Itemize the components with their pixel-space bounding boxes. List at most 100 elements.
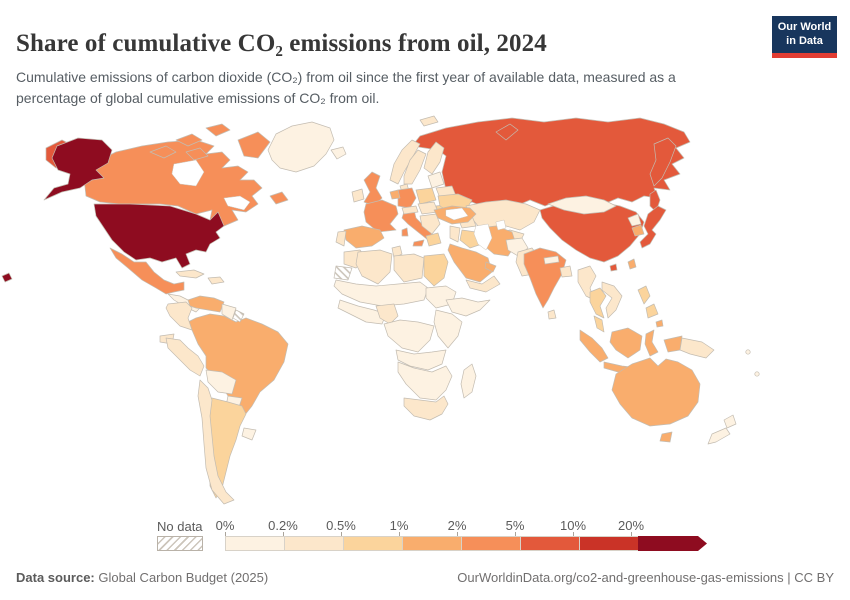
country-tunisia[interactable]: Tunisia: 0.2–0.5% [391, 245, 403, 259]
region-benelux[interactable]: Netherlands & Belgium: 1–2% [389, 189, 401, 200]
country-greece[interactable]: Greece: 0.5–1% [425, 232, 442, 247]
region-east-africa[interactable]: East Africa: 0–0.2% [433, 309, 463, 349]
country-iceland[interactable]: Iceland: 0–0.2% [330, 146, 347, 160]
country-kazakhstan[interactable]: Kazakhstan: 0.2–0.5% [465, 199, 541, 233]
country-new-zealand-north[interactable]: New Zealand: 0–0.2% [723, 414, 737, 429]
region-pacific-island-1[interactable]: Pacific islands: 0–0.2% [745, 349, 751, 355]
country-thailand[interactable]: Thailand: 0.5–1% [589, 287, 607, 319]
country-australia[interactable]: Australia: 1–2% [611, 357, 701, 427]
country-chile[interactable]: Chile: 0.2–0.5% [197, 379, 235, 505]
region-alpine[interactable]: Switzerland & Austria: 0.2–0.5% [401, 205, 419, 215]
country-papua-new-guinea[interactable]: Papua New Guinea: 0.2–0.5% [679, 337, 715, 359]
region-indochina[interactable]: Vietnam, Laos & Cambodia: 0.2–0.5% [601, 281, 623, 319]
country-canada-newfoundland[interactable]: Canada: 2–5% [269, 191, 289, 205]
country-greenland[interactable]: Greenland: 0–0.2% [267, 121, 335, 173]
legend-bin-1–2%[interactable] [402, 536, 462, 551]
country-sweden[interactable]: Sweden: 0.2–0.5% [403, 149, 427, 185]
region-west-africa[interactable]: West Africa: 0–0.2% [337, 299, 387, 325]
legend-bin-0.2–0.5%[interactable] [284, 536, 344, 551]
country-libya[interactable]: Libya: 0.2–0.5% [393, 253, 425, 283]
region-western-sahara[interactable]: Western Sahara: No data [333, 265, 353, 281]
country-canada-arctic-island-1[interactable]: Canada: 2–5% [149, 145, 177, 159]
country-brazil[interactable]: Brazil: 1–2% [187, 313, 289, 417]
country-united-kingdom[interactable]: United Kingdom: 2–5% [363, 171, 383, 207]
country-india[interactable]: India: 2–5% [523, 247, 567, 309]
country-indonesia-borneo[interactable]: Indonesia: 1–2% [609, 327, 643, 359]
region-guyana-suriname[interactable]: Guyana & Suriname: 0–0.2% [221, 303, 237, 321]
country-indonesia-moluccas[interactable]: Indonesia: 1–2% [655, 319, 664, 328]
country-russia[interactable]: Russia: 5–10% [411, 117, 691, 209]
country-malaysia-peninsula[interactable]: Malaysia: 0.5–1% [593, 315, 605, 333]
country-philippines-mindanao[interactable]: Philippines: 0.5–1% [645, 303, 659, 319]
country-france[interactable]: France: 2–5% [363, 199, 399, 233]
country-south-korea[interactable]: South Korea: 1–2% [631, 224, 645, 237]
country-sri-lanka[interactable]: Sri Lanka: 0.2–0.5% [547, 309, 557, 320]
country-canada-baffin[interactable]: Canada: 2–5% [237, 131, 271, 159]
country-uruguay[interactable]: Uruguay: 0–0.2% [241, 427, 257, 441]
region-balkans[interactable]: Balkans: 0.2–0.5% [419, 213, 441, 235]
region-hispaniola[interactable]: Hispaniola: 0.2–0.5% [207, 276, 225, 285]
region-angola-zambia[interactable]: Angola & Zambia: 0–0.2% [395, 349, 447, 371]
country-finland[interactable]: Finland: 0.2–0.5% [423, 141, 445, 175]
legend-no-data-swatch[interactable] [157, 536, 203, 551]
country-norway[interactable]: Norway: 0.2–0.5% [389, 139, 421, 185]
region-southern-africa[interactable]: Southern Africa: 0–0.2% [397, 361, 453, 401]
region-svalbard[interactable]: Norway: 0.2–0.5% [419, 115, 439, 127]
region-central-africa[interactable]: Central Africa: 0–0.2% [383, 319, 435, 353]
region-pacific-island-2[interactable]: Pacific islands: 0–0.2% [754, 371, 760, 377]
legend-bin-2–5%[interactable] [461, 536, 521, 551]
country-usa[interactable]: United States: 20%+ [93, 203, 225, 269]
country-mongolia[interactable]: Mongolia: 0–0.2% [547, 195, 617, 215]
country-egypt[interactable]: Egypt: 0.5–1% [423, 253, 449, 287]
country-philippines-luzon[interactable]: Philippines: 0.5–1% [637, 285, 651, 305]
country-new-zealand-south[interactable]: New Zealand: 0–0.2% [707, 427, 731, 445]
region-baltics[interactable]: Baltic states: 0–0.2% [427, 171, 445, 189]
country-ireland[interactable]: Ireland: 0.2–0.5% [351, 188, 365, 203]
country-canada-arctic-island-2[interactable]: Canada: 2–5% [175, 133, 203, 147]
legend-bin-10–20%[interactable] [579, 536, 639, 551]
legend-bin-20%+[interactable] [638, 536, 707, 551]
country-nigeria[interactable]: Nigeria: 0.2–0.5% [375, 303, 399, 325]
country-bolivia[interactable]: Bolivia: 0–0.2% [205, 369, 237, 395]
country-indonesia-west-papua[interactable]: Indonesia: 1–2% [663, 335, 683, 353]
region-sahel[interactable]: Sahel: 0–0.2% [333, 279, 429, 307]
country-poland[interactable]: Poland: 0.5–1% [415, 187, 437, 205]
country-china-hainan[interactable]: China: 5–10% [609, 263, 618, 272]
country-japan[interactable]: Japan: 5–10% [639, 205, 667, 249]
legend-bin-0–0.2%[interactable] [225, 536, 285, 551]
legend-bin-5–10%[interactable] [520, 536, 580, 551]
country-indonesia-sumatra[interactable]: Indonesia: 1–2% [579, 329, 609, 363]
region-levant[interactable]: Levant: 0.2–0.5% [449, 225, 461, 243]
country-italy-sicily[interactable]: Italy: 2–5% [412, 239, 425, 247]
country-canada-arctic-island-3[interactable]: Canada: 2–5% [205, 123, 231, 137]
owid-logo[interactable]: Our World in Data [772, 16, 837, 58]
country-russia-kamchatka[interactable]: Russia: 5–10% [649, 137, 677, 187]
country-nepal[interactable]: Nepal: 0–0.2% [543, 255, 560, 265]
country-mexico[interactable]: Mexico: 2–5% [109, 247, 185, 295]
region-yemen-oman[interactable]: Yemen & Oman: 0.2–0.5% [465, 275, 501, 293]
region-horn-of-africa[interactable]: Horn of Africa: 0–0.2% [445, 297, 491, 317]
legend-bin-0.5–1%[interactable] [343, 536, 403, 551]
country-bangladesh[interactable]: Bangladesh: 0.2–0.5% [559, 265, 573, 278]
country-cuba[interactable]: Cuba: 0.2–0.5% [175, 269, 205, 279]
country-madagascar[interactable]: Madagascar: 0–0.2% [460, 363, 477, 399]
country-north-korea[interactable]: North Korea: 0–0.2% [627, 213, 642, 227]
country-algeria[interactable]: Algeria: 0.2–0.5% [355, 249, 393, 285]
country-italy-sardinia[interactable]: Italy: 2–5% [401, 227, 409, 237]
country-south-africa[interactable]: South Africa: 0.2–0.5% [403, 395, 449, 421]
country-spain[interactable]: Spain: 1–2% [343, 225, 385, 249]
country-portugal[interactable]: Portugal: 0.2–0.5% [335, 230, 347, 247]
region-gulf-states[interactable]: Gulf states: 1–2% [484, 261, 497, 273]
region-french-guiana[interactable]: French Guiana: No data [232, 309, 245, 323]
country-peru[interactable]: Peru: 0.2–0.5% [165, 337, 205, 377]
attribution-link[interactable]: OurWorldinData.org/co2-and-greenhouse-ga… [457, 570, 834, 585]
country-indonesia-sulawesi[interactable]: Indonesia: 1–2% [644, 329, 659, 357]
country-usa-hawaii[interactable]: United States: 20%+ [1, 272, 13, 283]
country-colombia[interactable]: Colombia: 0.2–0.5% [165, 301, 193, 331]
country-taiwan[interactable]: Taiwan: 1–2% [627, 258, 637, 270]
country-russia-novaya-zemlya[interactable]: Russia: 5–10% [495, 123, 519, 141]
country-venezuela[interactable]: Venezuela: 1–2% [187, 295, 225, 313]
country-canada-arctic-island-4[interactable]: Canada: 2–5% [185, 147, 209, 161]
country-australia-tasmania[interactable]: Australia: 1–2% [659, 431, 673, 443]
country-usa-alaska[interactable]: United States: 20%+ [43, 137, 113, 201]
